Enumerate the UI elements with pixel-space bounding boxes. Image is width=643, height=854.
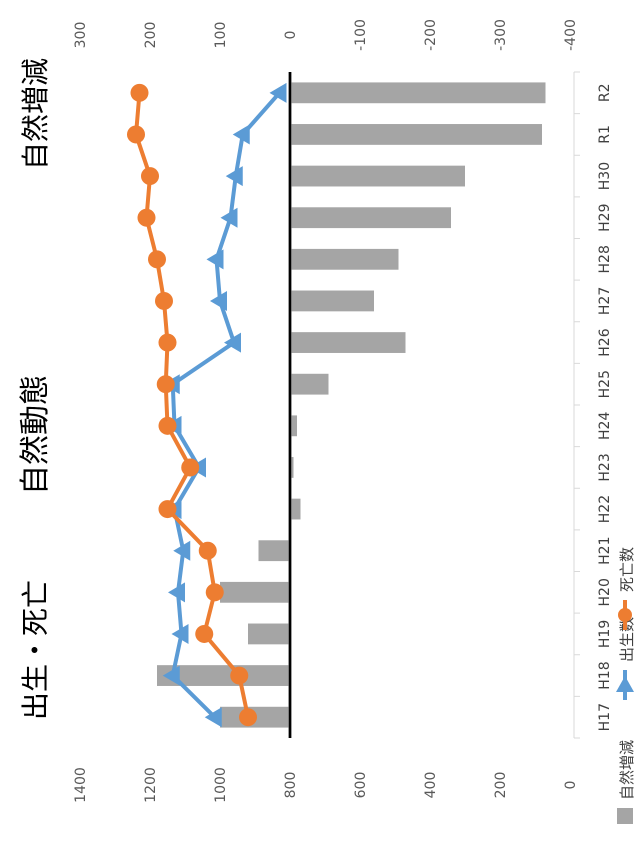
category-label: H17 <box>597 703 613 731</box>
deaths-point <box>195 624 214 643</box>
natural-change-tick-label: -200 <box>423 19 439 51</box>
births-deaths-tick-label: 800 <box>283 772 299 799</box>
deaths-point <box>158 333 177 352</box>
births-point <box>220 207 238 228</box>
natural-change-tick-label: 0 <box>283 31 299 40</box>
category-label: H24 <box>597 412 613 440</box>
deaths-point <box>148 250 166 269</box>
births-point <box>210 290 227 311</box>
deaths-point <box>156 375 175 394</box>
natural-change-tick-label: 100 <box>213 22 229 49</box>
left-axis-title: 出生・死亡 <box>19 580 52 720</box>
deaths-point <box>137 208 156 227</box>
deaths-series-line <box>134 92 250 718</box>
legend-swatch-natural-change <box>617 808 633 824</box>
category-label: H25 <box>597 370 613 398</box>
natural-change-bar <box>290 82 546 104</box>
births-deaths-tick-label: 1400 <box>73 767 89 803</box>
category-label: R1 <box>597 125 613 144</box>
natural-change-bar <box>248 623 290 645</box>
natural-change-bar <box>220 581 290 603</box>
category-labels: H17 H18 H19 H20 H21 H22 H23 H24 H25 H26 H27 H28 H29 H… <box>597 83 613 731</box>
category-label: H21 <box>597 537 613 565</box>
natural-change-bar <box>290 373 329 395</box>
births-point <box>269 82 287 103</box>
natural-change-tick-label: 200 <box>143 22 159 49</box>
births-point <box>168 582 185 603</box>
category-label: H18 <box>597 661 613 689</box>
births-point <box>173 540 191 561</box>
natural-change-bar <box>290 457 294 478</box>
births-point <box>206 249 224 270</box>
deaths-point <box>181 458 200 477</box>
natural-change-bar <box>290 165 465 187</box>
natural-change-bar <box>290 498 301 520</box>
natural-change-tick-label: -300 <box>493 19 509 51</box>
deaths-point <box>130 83 149 102</box>
right-axis-title: 自然増減 <box>19 58 52 170</box>
category-label: H30 <box>597 162 613 190</box>
natural-change-axis-ticks: 300 200 100 0 -100 -200 -300 -400 <box>73 19 579 51</box>
category-label: H22 <box>597 495 613 523</box>
natural-change-bar <box>290 248 399 270</box>
births-deaths-tick-label: 400 <box>423 772 439 799</box>
births-point <box>224 332 241 353</box>
chart-title: 自然動態 <box>18 375 53 495</box>
natural-change-bars <box>157 72 546 738</box>
births-point <box>162 665 180 686</box>
legend-marker-births <box>616 676 634 692</box>
legend-label-births: 出生数 <box>618 617 636 662</box>
legend-marker-deaths <box>618 608 632 622</box>
deaths-point <box>198 541 217 560</box>
births-deaths-tick-label: 200 <box>493 772 509 799</box>
births-deaths-tick-label: 1000 <box>213 767 229 803</box>
natural-change-tick-label: -100 <box>353 19 369 51</box>
natural-change-bar <box>157 665 290 686</box>
natural-change-bar <box>290 415 297 437</box>
deaths-point <box>239 708 257 727</box>
natural-change-tick-label: 300 <box>73 22 89 49</box>
deaths-point <box>158 500 177 519</box>
category-label: H23 <box>597 453 613 481</box>
deaths-point <box>158 416 177 435</box>
natural-change-bar <box>258 540 290 562</box>
category-label: H28 <box>597 245 613 273</box>
category-label: H29 <box>597 204 613 232</box>
deaths-point <box>205 583 224 602</box>
natural-change-bar <box>290 290 374 312</box>
births-point <box>225 166 243 187</box>
births-series-line <box>170 91 281 719</box>
births-deaths-tick-label: 600 <box>353 772 369 799</box>
category-label: H19 <box>597 620 613 648</box>
natural-change-tick-label: -400 <box>563 19 579 51</box>
births-point <box>171 623 189 644</box>
births-point <box>232 124 250 145</box>
category-label: H27 <box>597 287 613 315</box>
births-deaths-tick-label: 0 <box>563 781 579 790</box>
deaths-line <box>127 83 257 727</box>
legend-label-natural-change: 自然増減 <box>618 740 636 800</box>
deaths-point <box>155 291 173 310</box>
natural-change-bar <box>290 124 542 145</box>
births-deaths-tick-label: 1200 <box>143 767 159 803</box>
deaths-point <box>230 666 249 685</box>
births-deaths-axis-ticks: 0 200 400 600 800 1000 1200 1400 <box>73 767 579 803</box>
deaths-point <box>141 167 159 186</box>
category-label: H26 <box>597 328 613 356</box>
legend-label-deaths: 死亡数 <box>618 547 636 592</box>
category-label: R2 <box>597 83 613 102</box>
deaths-point <box>127 125 145 144</box>
legend: 自然増減 出生数 死亡数 <box>616 547 636 824</box>
natural-change-bar <box>290 207 451 229</box>
natural-change-bar <box>290 332 406 353</box>
category-label: H20 <box>597 578 613 606</box>
births-point <box>204 707 222 728</box>
